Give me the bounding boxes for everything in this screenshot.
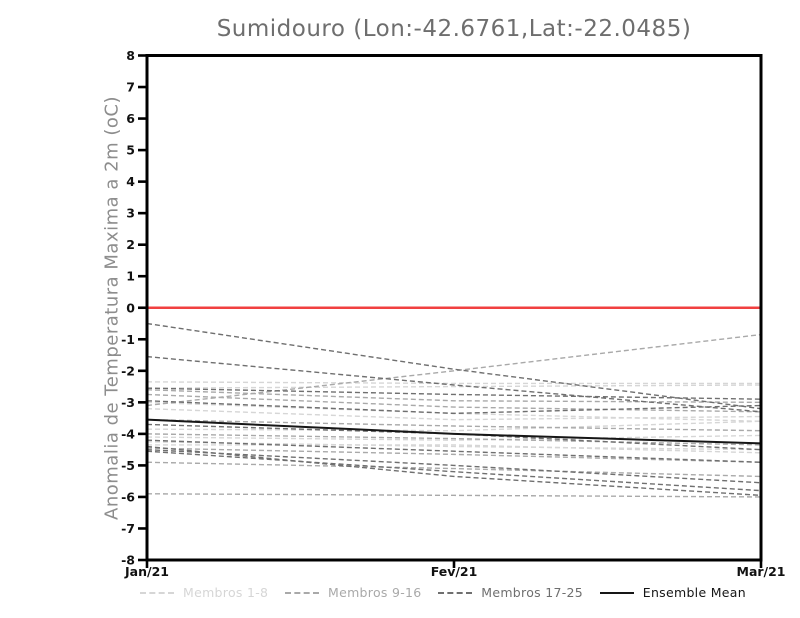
member-line	[146, 418, 762, 432]
x-tick-label: Jan/21	[124, 564, 169, 579]
x-tick-label: Fev/21	[431, 564, 478, 579]
y-tick-label: -8	[121, 553, 135, 568]
y-tick-label: -1	[121, 332, 135, 347]
member-line	[146, 441, 762, 451]
plot-frame	[145, 54, 763, 562]
member-line	[146, 387, 762, 400]
y-tick-label: -3	[121, 395, 135, 410]
member-line	[147, 444, 762, 454]
member-line	[146, 381, 761, 385]
member-line	[146, 389, 762, 404]
y-tick-label: 4	[126, 174, 135, 189]
y-tick-label: -5	[121, 458, 135, 473]
legend-item: Membros 9-16	[285, 585, 422, 600]
member-line	[146, 461, 762, 478]
legend-item: Membros 17-25	[438, 585, 583, 600]
y-tick-label: -6	[121, 489, 135, 504]
y-tick-label: 2	[126, 237, 135, 252]
member-line	[146, 493, 762, 498]
legend-item: Ensemble Mean	[599, 585, 746, 600]
member-line	[146, 420, 762, 432]
ensemble-mean-line	[146, 418, 762, 445]
legend-label: Ensemble Mean	[642, 585, 746, 600]
member-line	[146, 407, 762, 421]
member-line	[146, 450, 762, 492]
y-tick-label: 5	[126, 143, 135, 158]
member-line	[146, 445, 762, 497]
chart-title: Sumidouro (Lon:-42.6761,Lat:-22.0485)	[216, 16, 692, 42]
legend-dashed-line-sample	[438, 591, 473, 594]
member-line	[146, 434, 762, 441]
y-tick-label: -7	[121, 521, 135, 536]
member-line	[146, 355, 762, 413]
y-tick-label: 7	[126, 80, 135, 95]
member-line	[146, 393, 762, 413]
y-tick-label: -2	[121, 363, 135, 378]
legend-dashed-line-sample	[285, 591, 319, 594]
y-tick-label: 1	[126, 269, 135, 284]
member-line	[146, 400, 762, 415]
legend-label: Membros 1-8	[183, 585, 269, 600]
y-tick-label: 8	[126, 48, 135, 63]
member-line	[146, 384, 762, 389]
legend-item: Membros 1-8	[140, 585, 268, 600]
member-line	[146, 322, 762, 410]
legend-solid-line-sample	[599, 591, 634, 594]
legend-label: Membros 17-25	[481, 585, 584, 600]
y-tick-label: 3	[126, 206, 135, 221]
member-line	[146, 439, 762, 463]
legend: Membros 1-8 Membros 9-16 Membros 17-25 Ense…	[140, 585, 746, 600]
member-line	[146, 433, 762, 446]
member-line	[146, 448, 762, 484]
x-tick-label: Mar/21	[737, 564, 786, 579]
y-tick-label: 0	[126, 300, 135, 315]
y-tick-label: -4	[121, 426, 135, 441]
y-tick-label: 6	[126, 111, 135, 126]
member-line	[146, 333, 762, 407]
member-line	[146, 447, 762, 463]
legend-label: Membros 9-16	[328, 585, 422, 600]
legend-dashed-line-sample	[140, 591, 174, 594]
